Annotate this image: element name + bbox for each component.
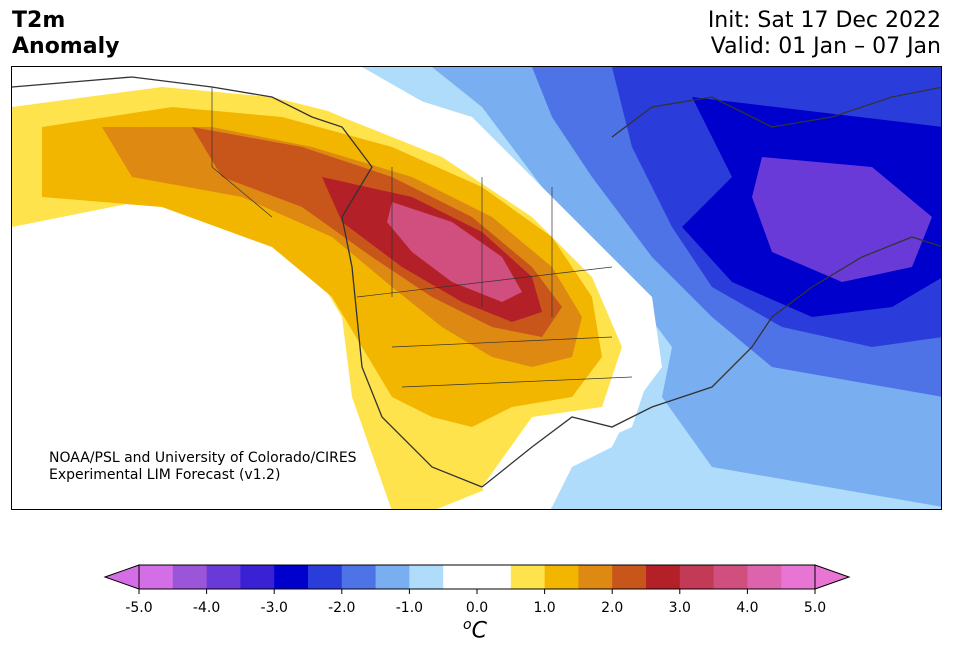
colorbar-tick-label: 4.0 — [736, 600, 758, 616]
units-degree: o — [463, 617, 472, 633]
colorbar-cells — [139, 565, 816, 589]
init-date: Init: Sat 17 Dec 2022 — [707, 8, 941, 33]
colorbar-cell — [747, 565, 782, 589]
anomaly-map — [11, 66, 942, 510]
colorbar-cell — [308, 565, 343, 589]
colorbar-cell — [172, 565, 208, 589]
colorbar-tick-label: -1.0 — [396, 600, 423, 616]
neutral-band — [272, 87, 662, 509]
colorbar-cell — [679, 565, 715, 589]
colorbar-cell — [240, 565, 275, 589]
colorbar-tick-label: 0.0 — [466, 600, 488, 616]
colorbar-cell — [409, 565, 444, 589]
credit-line-2: Experimental LIM Forecast (v1.2) — [49, 467, 281, 483]
colorbar-cell — [375, 565, 410, 589]
colorbar-tick-label: -3.0 — [261, 600, 288, 616]
colorbar-tick-label: 1.0 — [533, 600, 555, 616]
colorbar-cell — [341, 565, 377, 589]
colorbar-cell — [781, 565, 816, 589]
colorbar-tick-label: -2.0 — [328, 600, 355, 616]
credit-line-1: NOAA/PSL and University of Colorado/CIRE… — [49, 450, 357, 466]
colorbar-cell — [443, 565, 478, 589]
coastlines — [12, 76, 941, 488]
forecast-dates: Init: Sat 17 Dec 2022 Valid: 01 Jan – 07… — [708, 8, 941, 60]
colorbar-cell — [274, 565, 309, 589]
title-line-1: T2m — [12, 8, 66, 33]
title-line-2: Anomaly — [12, 34, 120, 59]
map-graphic — [12, 67, 941, 509]
colorbar-extend-low — [103, 564, 140, 590]
colorbar-cell — [477, 565, 512, 589]
units-letter: C — [471, 618, 487, 644]
colorbar-ticks: -5.0 -4.0 -3.0 -2.0 -1.0 0.0 1.0 2.0 3.0 4.0 5.0 — [125, 589, 826, 616]
warm-anomaly-2 — [42, 107, 602, 427]
colorbar-cell — [612, 565, 647, 589]
colorbar-cell — [206, 565, 241, 589]
map-title: T2m Anomaly — [12, 8, 119, 60]
colorbar-units: oC — [463, 617, 487, 643]
colorbar-cell — [646, 565, 681, 589]
colorbar-tick-label: 5.0 — [804, 600, 826, 616]
colorbar-cell — [544, 565, 579, 589]
colorbar-cell — [713, 565, 748, 589]
colorbar-tick-label: 2.0 — [601, 600, 623, 616]
colorbar-tick-label: 3.0 — [669, 600, 691, 616]
cold-anomaly-core — [752, 157, 932, 282]
colorbar-cell — [139, 565, 174, 589]
warm-anomaly-6 — [387, 202, 522, 302]
colorbar-extend-high — [814, 564, 851, 590]
valid-date: Valid: 01 Jan – 07 Jan — [710, 34, 941, 59]
colorbar-cell — [578, 565, 613, 589]
credit-text: NOAA/PSL and University of Colorado/CIRE… — [49, 450, 357, 484]
colorbar-tick-label: -5.0 — [125, 600, 152, 616]
colorbar-cell — [510, 565, 546, 589]
state-borders — [211, 87, 633, 388]
colorbar-tick-label: -4.0 — [193, 600, 220, 616]
